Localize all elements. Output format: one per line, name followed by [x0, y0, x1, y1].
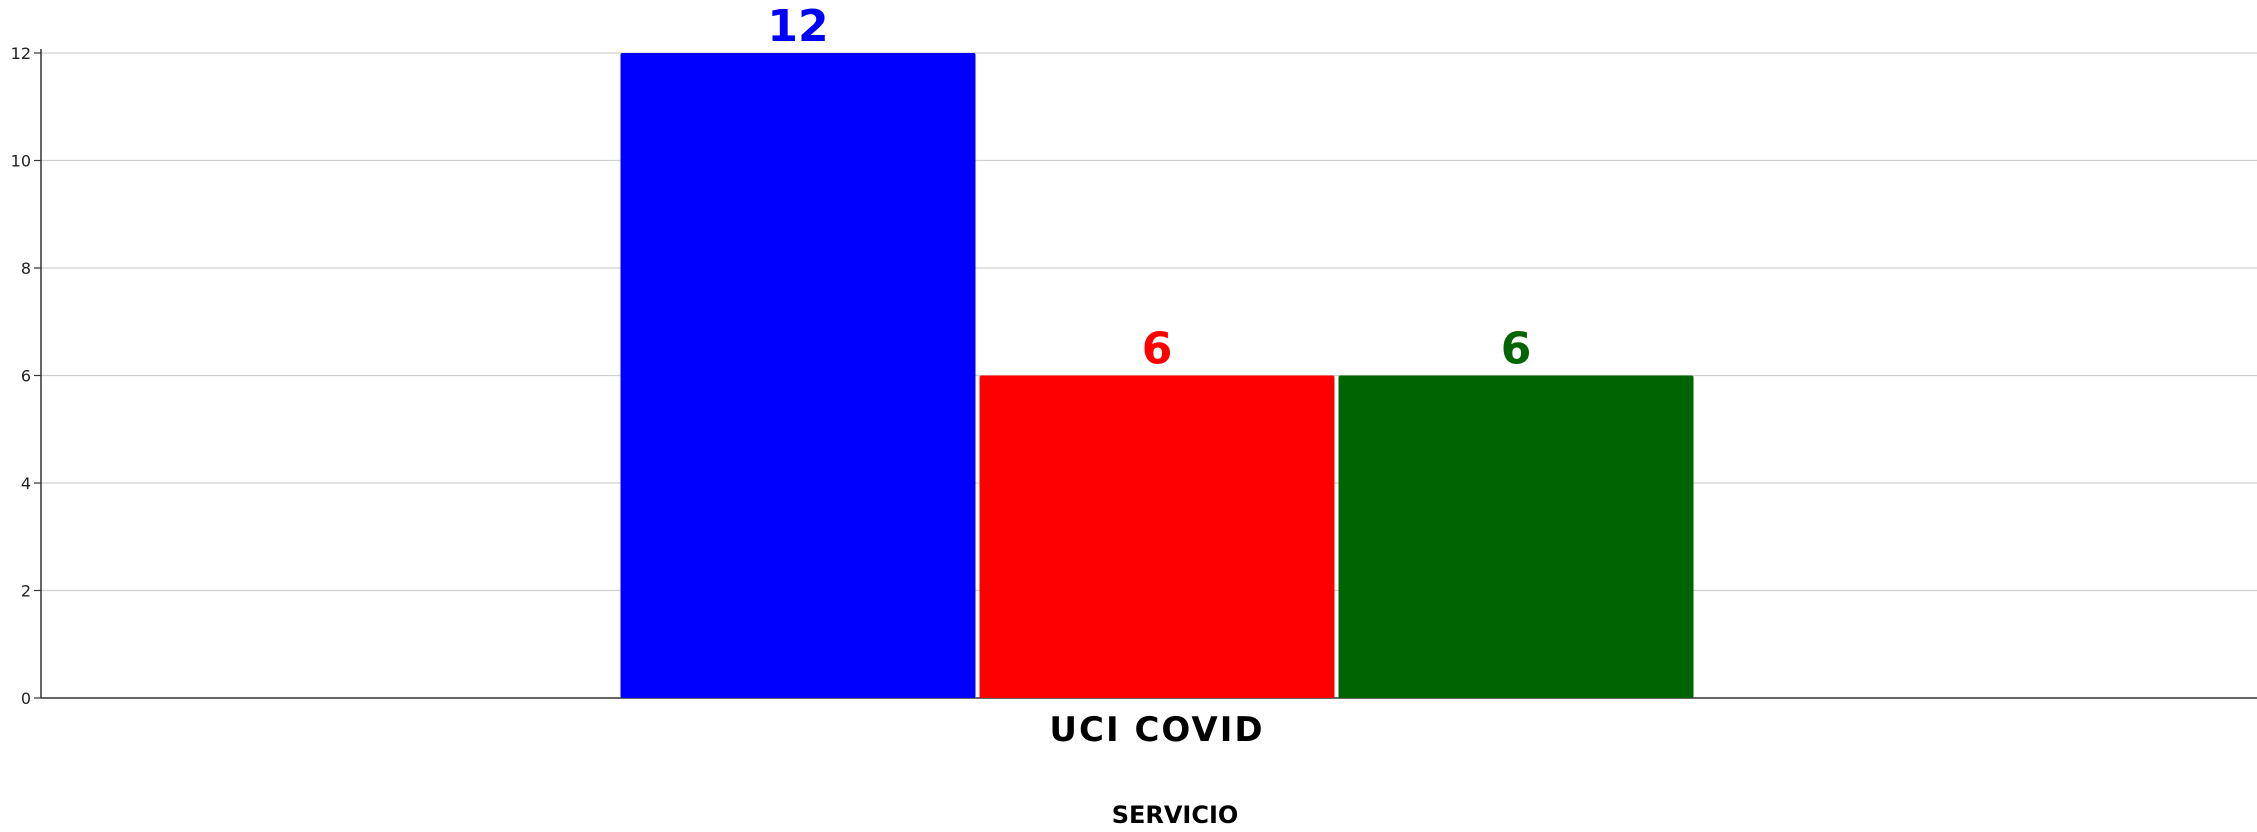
bar-value-label: 12: [767, 1, 828, 52]
x-axis-title: SERVICIO: [1112, 801, 1239, 829]
data-labels: 12 6 6: [767, 1, 1531, 375]
bar: [1338, 375, 1694, 698]
y-tick-label: 6: [21, 367, 31, 386]
bar-value-label: 6: [1501, 324, 1532, 375]
y-tick-label: 10: [11, 152, 31, 171]
y-tick-label: 12: [11, 44, 31, 63]
bar-value-label: 6: [1142, 324, 1173, 375]
x-category-label: UCI COVID: [1049, 710, 1264, 750]
bar: [979, 375, 1335, 698]
y-tick-label: 0: [21, 689, 31, 708]
y-tick-label: 8: [21, 259, 31, 278]
y-tick-label: 4: [21, 474, 31, 493]
bars: [620, 53, 1694, 698]
bar: [620, 53, 976, 698]
y-tick-label: 2: [21, 582, 31, 601]
